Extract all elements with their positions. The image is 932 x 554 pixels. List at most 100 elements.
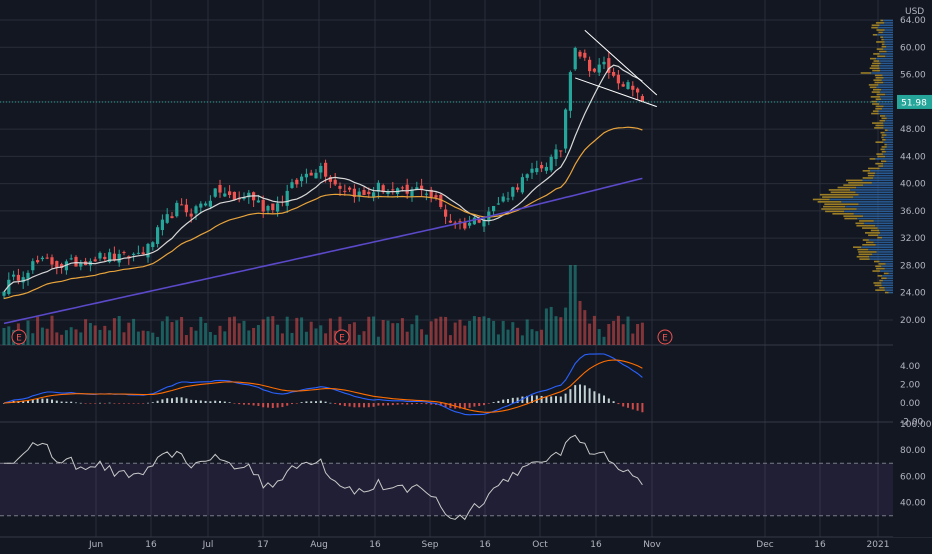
last-price-tag: 51.98 — [897, 94, 932, 109]
volume-profile-bar — [822, 196, 854, 198]
price-tick-label: 48.00 — [900, 125, 926, 135]
volume-bar — [55, 332, 59, 345]
volume-profile-bar — [869, 258, 893, 260]
volume-profile-bar — [870, 57, 877, 60]
macd-histogram-bar — [463, 403, 466, 409]
macd-histogram-bar — [372, 403, 375, 407]
volume-profile-bar — [817, 201, 842, 203]
candle-body — [477, 219, 481, 223]
macd-histogram-bar — [439, 403, 442, 406]
moving-averages — [3, 64, 643, 325]
volume-profile-bar — [883, 127, 893, 129]
volume-profile-bar — [881, 160, 887, 163]
volume-profile-bar — [824, 203, 859, 206]
macd-histogram-bar — [295, 403, 298, 404]
candle-body — [492, 206, 496, 212]
macd-histogram-bar — [36, 398, 39, 403]
earnings-marker[interactable]: E — [657, 329, 673, 345]
volume-profile-bar — [877, 227, 893, 229]
macd-histogram-bar — [60, 401, 63, 403]
volume-profile-bar — [876, 93, 886, 96]
macd-histogram-bar — [396, 403, 399, 405]
volume-profile-bar — [857, 248, 869, 251]
candle-body — [573, 47, 577, 70]
volume-profile-bar — [875, 22, 885, 24]
macd-histogram-bar — [70, 401, 73, 403]
macd-histogram-bar — [636, 403, 639, 411]
macd-tick-label: 4.00 — [900, 362, 920, 372]
volume-profile-bar — [873, 282, 882, 284]
volume-profile-bar — [843, 215, 863, 217]
volume-bar — [448, 335, 452, 345]
volume-profile-bar — [871, 24, 880, 27]
earnings-marker[interactable]: E — [334, 329, 350, 345]
volume-bar — [64, 330, 68, 345]
candle-body — [535, 168, 539, 173]
macd-histogram-bar — [420, 403, 423, 404]
volume-profile-bar — [888, 291, 893, 294]
volume-profile-bar — [876, 48, 884, 50]
candle-body — [232, 191, 236, 200]
volume-profile-bar — [887, 129, 893, 132]
volume-bar — [103, 325, 107, 345]
volume-profile-bar — [876, 57, 893, 60]
macd-histogram-bar — [65, 401, 68, 403]
volume-bar — [247, 330, 251, 345]
macd-histogram-bar — [353, 403, 356, 408]
candle-body — [496, 203, 500, 205]
candle-body — [64, 261, 68, 271]
volume-bar — [319, 325, 323, 345]
macd-histogram-bar — [166, 398, 169, 403]
macd-histogram-bar — [406, 403, 409, 405]
volume-profile-bar — [876, 86, 893, 89]
candle-body — [415, 187, 419, 190]
volume-profile-bar — [882, 36, 893, 38]
candle-body — [564, 109, 568, 149]
macd-histogram-bar — [526, 395, 529, 403]
macd-histogram-bar — [555, 396, 557, 403]
volume-profile-bar — [872, 110, 879, 112]
macd-histogram-bar — [329, 402, 332, 404]
sma-long-line — [3, 177, 643, 325]
earnings-marker[interactable]: E — [11, 329, 27, 345]
volume-profile-bar — [871, 72, 893, 74]
macd-histogram-bar — [55, 400, 58, 403]
rsi-tick-label: 40.00 — [900, 499, 926, 509]
volume-profile-bar — [875, 244, 893, 246]
volume-profile-bar — [880, 148, 885, 151]
volume-profile-bar — [880, 232, 893, 234]
volume-bar — [60, 334, 64, 345]
volume-profile-bar — [843, 184, 864, 186]
volume-bar — [132, 318, 136, 345]
macd-histogram-bar — [3, 403, 5, 404]
volume-profile-bar — [875, 76, 884, 79]
volume-profile-bar — [881, 136, 884, 139]
candle-body — [112, 253, 116, 261]
signal-line — [3, 359, 643, 413]
volume-profile-bar — [881, 265, 893, 268]
volume-bar — [501, 320, 505, 345]
volume-profile-bar — [880, 19, 884, 22]
macd-histogram-bar — [444, 403, 447, 407]
volume-profile-bar — [885, 263, 893, 265]
macd-histogram-bar — [459, 403, 461, 409]
candle-body — [108, 252, 112, 263]
candle-body — [223, 193, 227, 197]
macd-tick-label: -2.00 — [900, 418, 924, 428]
volume-bar — [564, 307, 568, 345]
volume-profile-bar — [882, 275, 893, 277]
time-tick-label: Oct — [532, 540, 548, 550]
volume-profile-bar — [883, 38, 893, 41]
volume-profile-bar — [871, 91, 880, 93]
volume-profile-bar — [884, 131, 893, 134]
volume-profile-bar — [871, 112, 879, 115]
earnings-marker-circle — [334, 329, 350, 345]
candle-body — [309, 172, 313, 176]
volume-profile-bar — [874, 127, 884, 129]
rsi-pane — [0, 434, 893, 521]
volume-bar — [252, 327, 256, 345]
macd-histogram-bar — [358, 403, 361, 408]
volume-profile-bar — [881, 107, 893, 110]
